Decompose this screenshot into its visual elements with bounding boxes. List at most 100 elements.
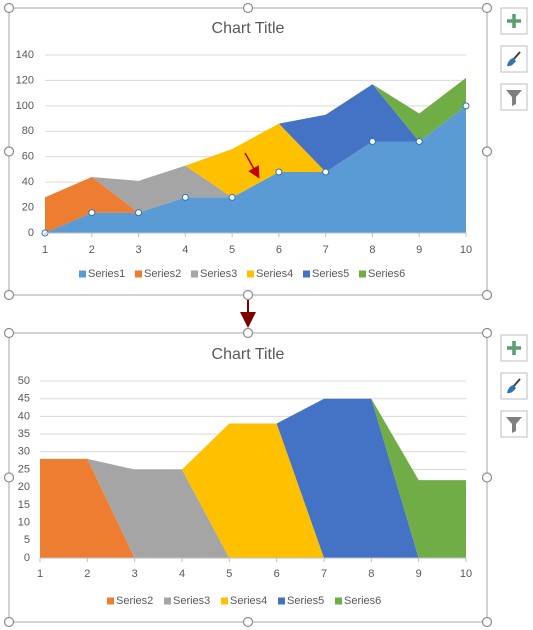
legend-label: Series1	[88, 268, 125, 280]
brush-tip	[507, 385, 516, 394]
x-tick-label: 6	[274, 568, 280, 580]
legend-swatch	[79, 270, 86, 278]
y-tick-label: 40	[22, 176, 34, 188]
legend-label: Series2	[116, 595, 153, 607]
legend-swatch	[247, 270, 254, 278]
resize-handle[interactable]	[481, 327, 493, 339]
y-tick-label: 35	[18, 428, 30, 440]
legend-label: Series4	[256, 268, 293, 280]
brush-tip	[507, 58, 516, 67]
y-tick-label: 140	[16, 49, 34, 61]
y-tick-label: 80	[22, 125, 34, 137]
legend-swatch	[135, 270, 142, 278]
chart-elements-button[interactable]	[500, 334, 528, 362]
area-series	[40, 398, 466, 558]
y-tick-label: 10	[18, 517, 30, 529]
resize-handle[interactable]	[242, 2, 254, 14]
resize-handle[interactable]	[481, 472, 493, 483]
legend-swatch	[278, 597, 285, 605]
y-tick-label: 5	[24, 534, 30, 546]
y-tick-label: 20	[22, 201, 34, 213]
y-tick-label: 0	[24, 552, 30, 564]
brush-handle	[512, 51, 521, 61]
y-tick-label: 0	[28, 227, 34, 239]
y-tick-label: 25	[18, 463, 30, 475]
area-series	[45, 105, 466, 233]
legend-label: Series6	[344, 595, 381, 607]
y-tick-label: 20	[18, 481, 30, 493]
x-tick-label: 8	[369, 244, 375, 256]
selection-marker	[368, 137, 376, 145]
resize-handle[interactable]	[3, 146, 15, 157]
resize-handle[interactable]	[3, 472, 15, 483]
x-tick-label: 8	[368, 568, 374, 580]
resize-handle[interactable]	[481, 2, 493, 14]
selection-marker	[181, 193, 189, 201]
legend-label: Series4	[230, 595, 267, 607]
plus-icon	[507, 341, 521, 355]
y-tick-label: 120	[16, 74, 34, 86]
x-tick-label: 5	[226, 568, 232, 580]
chart-buttons	[500, 7, 528, 438]
chart-title: Chart Title	[212, 346, 285, 363]
funnel-icon	[506, 417, 522, 433]
x-tick-label: 10	[460, 568, 472, 580]
chart-filters-button[interactable]	[500, 410, 528, 438]
selection-marker	[275, 168, 283, 176]
x-tick-label: 3	[135, 244, 141, 256]
y-tick-label: 40	[18, 410, 30, 422]
resize-handle[interactable]	[481, 616, 493, 628]
legend-label: Series2	[144, 268, 181, 280]
selection-marker	[88, 209, 96, 217]
legend-label: Series3	[200, 268, 237, 280]
y-tick-label: 100	[16, 100, 34, 112]
area-series	[45, 105, 466, 213]
x-tick-label: 9	[416, 244, 422, 256]
annotation-arrow	[244, 152, 260, 179]
resize-handle[interactable]	[481, 289, 493, 301]
chart-styles-button[interactable]	[500, 372, 528, 400]
x-tick-label: 1	[37, 568, 43, 580]
legend-swatch	[191, 270, 198, 278]
x-tick-label: 7	[323, 244, 329, 256]
resize-handle[interactable]	[3, 2, 15, 14]
area-series	[40, 423, 466, 558]
resize-handle[interactable]	[3, 327, 15, 339]
chart-styles-button[interactable]	[500, 45, 528, 73]
x-tick-label: 1	[42, 244, 48, 256]
chart-elements-button[interactable]	[500, 7, 528, 35]
x-tick-label: 2	[84, 568, 90, 580]
legend-swatch	[164, 597, 171, 605]
area-series	[40, 458, 466, 558]
resize-handle[interactable]	[3, 616, 15, 628]
selection-handles	[3, 2, 493, 628]
legend-swatch	[303, 270, 310, 278]
chart-filters-button[interactable]	[500, 83, 528, 111]
y-tick-label: 60	[22, 151, 34, 163]
x-tick-label: 4	[179, 568, 185, 580]
resize-handle[interactable]	[242, 616, 254, 628]
x-tick-label: 6	[276, 244, 282, 256]
x-tick-label: 7	[321, 568, 327, 580]
legend-label: Series3	[173, 595, 210, 607]
legend-swatch	[107, 597, 114, 605]
x-tick-label: 3	[132, 568, 138, 580]
legend-swatch	[359, 270, 366, 278]
area-series	[40, 458, 466, 558]
legend-label: Series5	[312, 268, 349, 280]
x-tick-label: 9	[416, 568, 422, 580]
resize-handle[interactable]	[242, 327, 254, 339]
resize-handle[interactable]	[242, 289, 254, 301]
resize-handle[interactable]	[481, 146, 493, 157]
area-series	[45, 84, 466, 198]
y-tick-label: 15	[18, 499, 30, 511]
x-tick-label: 2	[89, 244, 95, 256]
chart: Chart Title 0 20 40 60 80 100 120 140 1 2 3 4 5 6 7 8 9 10…	[16, 20, 472, 280]
chart-title: Chart Title	[212, 20, 285, 37]
plus-icon	[507, 14, 521, 28]
x-tick-label: 5	[229, 244, 235, 256]
resize-handle[interactable]	[3, 289, 15, 301]
